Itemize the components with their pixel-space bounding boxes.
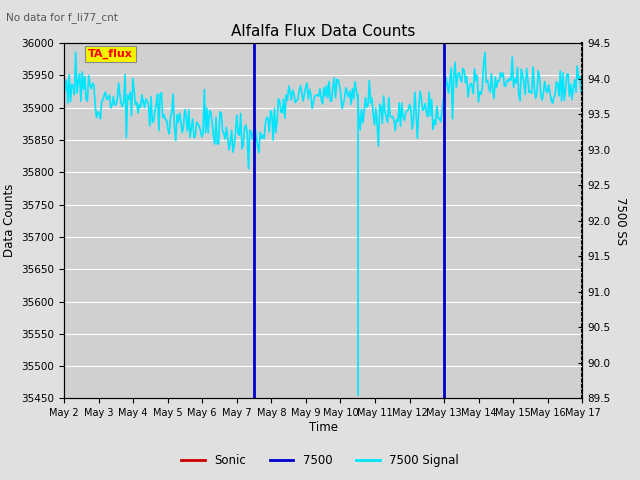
Title: Alfalfa Flux Data Counts: Alfalfa Flux Data Counts [231, 24, 415, 39]
Text: No data for f_li77_cnt: No data for f_li77_cnt [6, 12, 118, 23]
X-axis label: Time: Time [308, 421, 338, 434]
Y-axis label: 7500 SS: 7500 SS [614, 197, 627, 245]
Y-axis label: Data Counts: Data Counts [3, 184, 16, 257]
Legend: Sonic, 7500, 7500 Signal: Sonic, 7500, 7500 Signal [177, 449, 463, 472]
Text: TA_flux: TA_flux [88, 48, 133, 59]
